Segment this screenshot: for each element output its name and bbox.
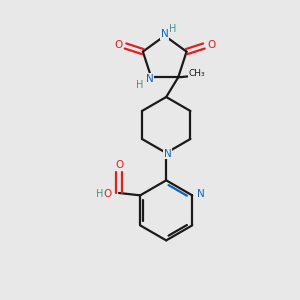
Text: CH₃: CH₃	[188, 69, 205, 78]
Text: O: O	[207, 40, 215, 50]
Text: N: N	[196, 189, 204, 199]
Text: N: N	[164, 148, 172, 158]
Text: O: O	[104, 189, 112, 199]
Text: N: N	[146, 74, 154, 84]
Text: H: H	[136, 80, 144, 90]
Text: O: O	[116, 160, 124, 170]
Text: H: H	[169, 24, 177, 34]
Text: H: H	[96, 189, 103, 199]
Text: N: N	[161, 29, 169, 39]
Text: O: O	[114, 40, 122, 50]
